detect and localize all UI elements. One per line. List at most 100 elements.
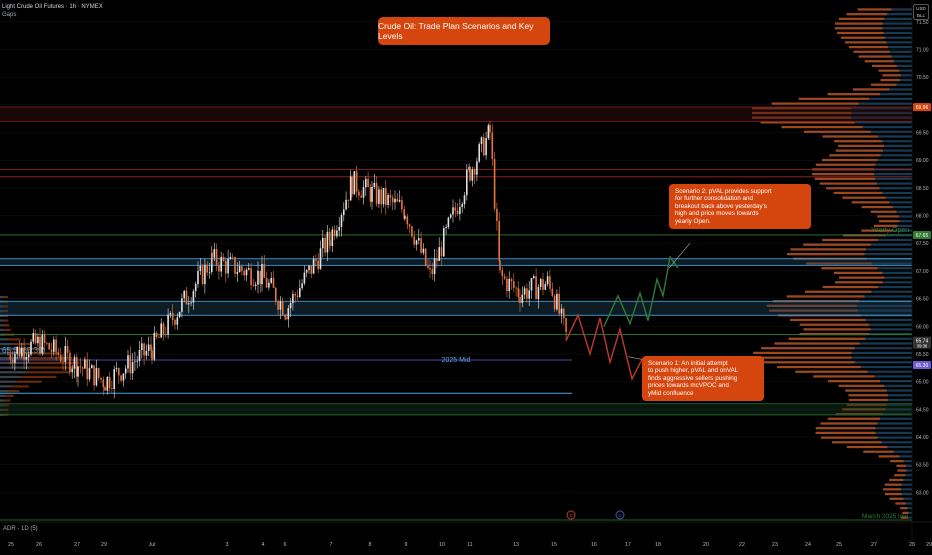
x-tick-label: 26 — [36, 542, 42, 548]
candle-body — [498, 221, 500, 261]
candle-body — [299, 288, 301, 297]
volume-profile-bar — [842, 196, 886, 199]
candle-body — [208, 272, 211, 273]
candle-body — [57, 352, 60, 355]
y-tick-label: 68.00 — [916, 214, 929, 220]
candle-body — [424, 248, 427, 266]
x-tick-label: 10 — [439, 542, 445, 548]
price-tag-last-bg — [913, 336, 931, 349]
volume-profile-bar — [798, 97, 869, 100]
volume-profile-bar — [884, 492, 902, 496]
candle-body — [389, 195, 392, 198]
x-tick-label: 25 — [8, 542, 14, 548]
y-tick-label: 70.50 — [916, 75, 929, 81]
x-tick-label: 8 — [369, 542, 372, 548]
volume-profile-bar — [789, 318, 866, 322]
candle-body — [515, 287, 517, 289]
candle-body — [141, 343, 143, 351]
volume-profile-bar — [803, 328, 871, 331]
volume-profile-bar — [835, 149, 884, 152]
level-zone — [0, 107, 912, 122]
candle-body — [204, 264, 206, 285]
session-profile-bar — [0, 314, 4, 317]
candle-body — [192, 291, 195, 303]
y-tick-label: 69.00 — [916, 158, 929, 164]
candle-body — [438, 247, 440, 261]
candle-body — [69, 352, 71, 373]
candle-body — [100, 377, 102, 380]
candle-body — [243, 270, 245, 276]
candle-body — [111, 388, 113, 389]
scenario1-line: to push higher, pVAL and onVAL — [648, 367, 739, 375]
candle-body — [108, 376, 111, 389]
volume-profile-bar — [752, 111, 852, 115]
candle-body — [443, 228, 445, 257]
candle-body — [263, 264, 266, 278]
candle-body — [261, 264, 263, 285]
candle-body — [268, 282, 270, 288]
candle-body — [296, 295, 299, 297]
volume-profile-bar — [835, 412, 884, 416]
candle-body — [194, 284, 197, 292]
currency-button[interactable]: USD BLL — [913, 4, 929, 20]
x-tick-label: 16 — [591, 542, 597, 548]
candle-body — [301, 283, 303, 289]
volume-profile-bar — [878, 220, 900, 223]
candle-body — [190, 302, 192, 304]
candle-body — [485, 138, 487, 156]
candle-body — [406, 216, 409, 225]
y-tick-label: 71.00 — [916, 48, 929, 54]
volume-profile-bar — [883, 488, 902, 491]
session-profile-bar — [0, 408, 9, 412]
candle-body — [55, 339, 57, 353]
volume-profile-bar — [804, 290, 872, 293]
candle-body — [181, 298, 183, 312]
candle-body — [499, 260, 501, 271]
candle-body — [491, 132, 494, 160]
candle-body — [215, 249, 218, 266]
candle-body — [53, 339, 55, 352]
candle-body — [340, 215, 343, 227]
candle-body — [199, 266, 202, 271]
candle-body — [365, 178, 367, 188]
candle-body — [401, 200, 403, 210]
candle-body — [231, 256, 234, 258]
session-profile-bar — [0, 357, 28, 360]
y-tick-label: 65.00 — [916, 380, 929, 386]
price-tag-mid: 65.30 — [916, 363, 929, 369]
x-tick-label: 27 — [74, 542, 80, 548]
event-marker-label: D — [618, 513, 622, 518]
candle-body — [93, 365, 95, 386]
candle-body — [79, 366, 82, 368]
candle-body — [124, 368, 127, 374]
candle-body — [563, 308, 565, 319]
candle-body — [174, 319, 176, 325]
session-profile-bar — [0, 305, 9, 308]
volume-profile-bar — [900, 507, 908, 510]
volume-profile-bar — [878, 69, 900, 72]
volume-profile-bar — [805, 262, 872, 265]
volume-profile-bar — [753, 356, 852, 359]
candle-body — [97, 368, 100, 378]
candle-body — [23, 347, 25, 360]
y-tick-label: 69.50 — [916, 131, 929, 137]
candle-body — [468, 167, 470, 170]
volume-profile-bar — [842, 408, 886, 411]
volume-profile-bar — [821, 436, 878, 439]
candle-body — [315, 258, 317, 261]
candle-body — [285, 317, 287, 320]
volume-profile-bar — [828, 380, 881, 383]
session-profile-bar — [0, 305, 4, 308]
candle-body — [222, 256, 225, 261]
volume-profile-bar — [834, 140, 883, 143]
volume-profile-bar — [838, 384, 885, 387]
session-profile-bar — [0, 342, 12, 346]
candle-body — [501, 270, 504, 277]
candle-body — [336, 230, 338, 237]
candle-body — [371, 186, 373, 202]
candle-body — [59, 354, 62, 362]
candle-body — [81, 367, 84, 369]
candle-body — [528, 290, 530, 299]
volume-profile-bar — [822, 238, 878, 242]
